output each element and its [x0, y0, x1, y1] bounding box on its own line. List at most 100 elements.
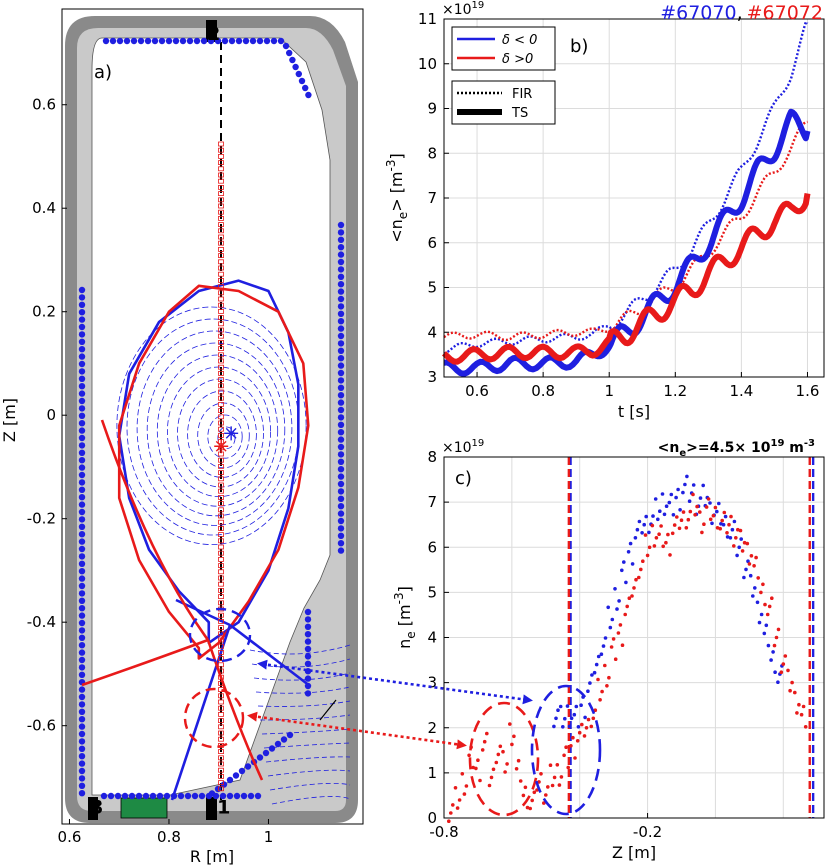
data-point-red [573, 756, 577, 760]
data-point-blue [664, 504, 669, 509]
data-point-red [518, 779, 523, 783]
wall-marker [305, 91, 312, 99]
ts-point [218, 513, 224, 519]
data-point-blue [647, 530, 651, 535]
data-point-blue [599, 652, 604, 656]
y-axis-label: Z [m] [0, 398, 19, 442]
data-point-blue [728, 536, 733, 540]
separatrix-red [117, 284, 310, 660]
wall-marker [78, 464, 86, 471]
data-point-red [747, 562, 752, 566]
wall-marker [78, 449, 86, 456]
divertor-flux-line [269, 782, 351, 791]
ts-point [218, 767, 224, 773]
data-point-red [630, 594, 634, 598]
wall-marker [78, 693, 86, 701]
wall-marker [78, 782, 86, 789]
data-point-red [528, 806, 532, 811]
wall-marker [337, 532, 345, 539]
data-point-red [688, 509, 693, 514]
data-point-blue [698, 496, 703, 500]
wall-marker [123, 37, 131, 45]
wall-marker [337, 414, 345, 421]
data-point-red [496, 752, 501, 757]
wall-marker [337, 451, 345, 458]
data-point-blue [708, 501, 712, 505]
ts-point [218, 755, 224, 761]
data-point-red [562, 753, 566, 758]
data-point-red [514, 767, 519, 771]
data-point-red [783, 654, 788, 658]
data-point-blue [710, 521, 714, 526]
ts-point [218, 488, 224, 494]
data-point-red [453, 786, 458, 790]
wall-marker [114, 792, 122, 800]
ts-point [218, 234, 224, 240]
data-point-red [559, 775, 564, 779]
x-tick-label: 0.8 [531, 382, 555, 400]
ts-point [218, 290, 224, 296]
wall-marker [78, 753, 86, 760]
data-point-red [729, 514, 733, 519]
wall-marker [107, 792, 115, 800]
data-point-red [634, 577, 638, 582]
y-tick-label: 5 [427, 583, 437, 601]
data-point-red [793, 690, 797, 695]
ts-point [218, 749, 224, 754]
data-point-blue [739, 537, 743, 541]
wall-marker [78, 568, 86, 575]
wall-marker [337, 229, 345, 236]
ts-point [218, 668, 224, 674]
ts-point [218, 637, 224, 643]
connector-arrow-red [247, 711, 467, 750]
data-point-blue [658, 509, 662, 513]
wall-marker [78, 738, 86, 745]
wall-marker [238, 767, 246, 775]
series-fir-blue [443, 20, 809, 355]
wall-marker [78, 353, 86, 360]
legend-label: δ < 0 [502, 33, 537, 48]
wall-marker [78, 627, 86, 634]
data-point-red [797, 702, 801, 707]
data-point-red [532, 790, 537, 795]
wall-marker [158, 37, 166, 45]
wall-marker [78, 420, 86, 427]
wall-marker [282, 42, 290, 50]
ts-point [218, 370, 224, 376]
data-point-red [589, 724, 594, 729]
wall-marker [78, 486, 86, 493]
ts-point [218, 494, 224, 500]
ts-point [218, 662, 224, 668]
y-tick-label: 3 [427, 368, 437, 386]
wall-marker [337, 258, 345, 266]
data-point-blue [642, 522, 646, 527]
wall-marker [78, 516, 86, 523]
ts-point [218, 501, 224, 507]
data-point-red [591, 716, 596, 721]
ts-point [218, 786, 224, 792]
ts-point [218, 315, 224, 321]
data-point-red [788, 688, 792, 693]
wall-marker [337, 495, 345, 502]
data-point-blue [667, 500, 672, 505]
data-point-red [613, 657, 618, 661]
wall-marker [78, 605, 86, 612]
y-axis-label: ne [m-3] [392, 586, 418, 649]
series-ts-red [441, 193, 811, 365]
legend-label: FIR [512, 87, 532, 102]
ts-point [218, 569, 224, 575]
data-point-blue [617, 599, 621, 603]
data-point-blue [751, 594, 755, 598]
ts-point [218, 172, 224, 178]
data-point-red [720, 518, 724, 523]
vessel-chamber [91, 37, 331, 796]
data-point-red [647, 545, 652, 550]
data-point-red [487, 783, 492, 788]
data-point-red [508, 722, 512, 726]
data-point-red [686, 517, 691, 522]
wall-marker [135, 792, 143, 800]
y-tick-label: 11 [418, 10, 437, 28]
data-point-red [706, 497, 711, 501]
ts-point [218, 308, 224, 314]
data-point-red [684, 526, 689, 530]
